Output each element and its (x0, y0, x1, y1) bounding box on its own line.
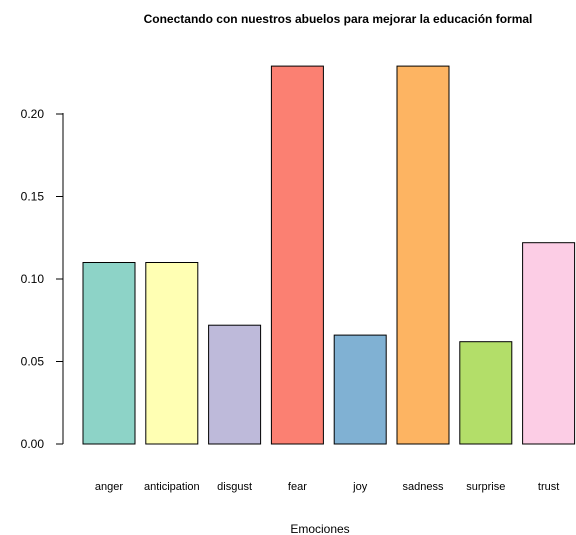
y-tick-label: 0.00 (21, 437, 45, 451)
bar-trust (522, 242, 576, 445)
x-tick-label-joy: joy (352, 481, 368, 493)
x-tick-label-anticipation: anticipation (144, 481, 200, 493)
bars-group (82, 65, 576, 445)
x-labels-group: anger anticipation disgust fear joy sadness su… (95, 481, 559, 493)
bar-joy (333, 334, 387, 445)
y-tick-label: 0.10 (21, 272, 45, 286)
chart-title: Conectando con nuestros abuelos para mej… (144, 12, 533, 26)
x-tick-label-sadness: sadness (403, 481, 444, 493)
x-tick-label-surprise: surprise (466, 481, 505, 493)
x-tick-label-anger: anger (95, 481, 123, 493)
x-tick-label-trust: trust (538, 481, 559, 493)
y-tick-label: 0.20 (21, 107, 45, 121)
bar-fear (270, 65, 324, 445)
bar-sadness (396, 65, 450, 445)
y-tick-label: 0.15 (21, 190, 45, 204)
bar-disgust (208, 324, 262, 445)
y-ticks-group: 0.00 0.05 0.10 0.15 0.20 (21, 107, 63, 451)
x-axis-title: Emociones (290, 522, 349, 535)
bar-anticipation (145, 262, 199, 445)
y-tick-label: 0.05 (21, 355, 45, 369)
x-tick-label-disgust: disgust (217, 481, 252, 493)
bar-surprise (459, 341, 513, 445)
bar-anger (82, 262, 136, 445)
x-tick-label-fear: fear (288, 481, 307, 493)
